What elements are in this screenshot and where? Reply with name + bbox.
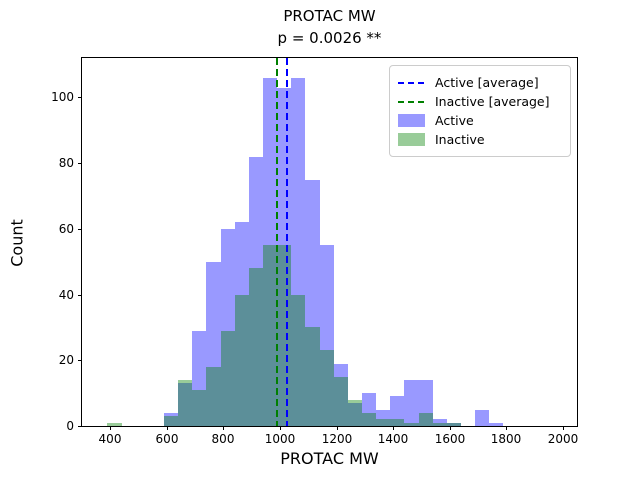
inactive-histogram-bar [376, 419, 390, 426]
active-histogram-layer [82, 58, 577, 426]
inactive-histogram-bar [305, 327, 320, 426]
inactive-histogram-bar [107, 423, 122, 426]
y-tick-mark [78, 426, 82, 427]
inactive-histogram-bar [433, 423, 447, 426]
active-histogram-bar [320, 245, 334, 426]
inactive-histogram-bar [235, 295, 249, 426]
inactive-histogram-bar [404, 423, 419, 426]
inactive-histogram-bar [447, 423, 461, 426]
x-tick-label: 600 [155, 432, 179, 446]
x-tick-label: 2000 [547, 432, 579, 446]
y-tick-label: 80 [58, 156, 74, 170]
x-tick-label: 1400 [377, 432, 409, 446]
active-histogram-bar [249, 157, 263, 426]
active-histogram-bar [419, 380, 433, 426]
y-tick-mark [78, 97, 82, 98]
chart-subtitle-pvalue: p = 0.0026 ** [277, 29, 382, 47]
ticks-layer: 400 600 800 1000 1200 1400 1600 1800 2000 0 20 40 60… [51, 58, 578, 446]
active-average-line [286, 58, 288, 426]
active-histogram-bar [348, 403, 362, 426]
x-tick-mark [393, 426, 394, 430]
active-histogram-bar [475, 410, 489, 426]
inactive-histogram-bar [320, 350, 334, 426]
legend: Active [average] Inactive [average] Active… [389, 65, 571, 157]
active-histogram-bar [305, 180, 320, 426]
average-lines-layer [82, 58, 577, 426]
legend-patch-sample-icon [398, 133, 425, 146]
inactive-histogram-bar [206, 367, 221, 426]
legend-dashed-line-sample-icon [398, 100, 425, 103]
active-histogram-bar [221, 229, 235, 426]
chart-title: PROTAC MW [283, 7, 376, 25]
x-tick-mark [506, 426, 507, 430]
active-histogram-bar [235, 222, 249, 426]
x-tick-label: 1000 [264, 432, 296, 446]
legend-label: Active [average] [435, 75, 539, 90]
active-histogram-bar [489, 423, 503, 426]
y-tick-mark [78, 163, 82, 164]
title-block: PROTAC MW p = 0.0026 ** [81, 5, 578, 49]
inactive-histogram-bar [164, 416, 178, 426]
inactive-histogram-bar [291, 295, 305, 426]
active-histogram-bar [164, 413, 178, 426]
legend-dashed-line-sample-icon [398, 81, 425, 84]
x-tick-mark [167, 426, 168, 430]
inactive-histogram-bar [348, 400, 362, 426]
x-tick-mark [450, 426, 451, 430]
y-tick-label: 60 [58, 222, 74, 236]
inactive-histogram-bar [221, 331, 235, 426]
x-tick-label: 1800 [490, 432, 522, 446]
x-tick-label: 800 [211, 432, 235, 446]
active-histogram-bar [206, 262, 221, 426]
y-axis-label: Count [7, 219, 27, 267]
y-tick-label: 0 [66, 419, 74, 433]
y-tick-label: 40 [58, 288, 74, 302]
inactive-histogram-bar [192, 390, 206, 426]
y-tick-mark [78, 360, 82, 361]
legend-label: Inactive [435, 132, 485, 147]
inactive-histogram-bar [249, 268, 263, 426]
legend-item-active-average: Active [average] [398, 73, 562, 92]
active-histogram-bar [178, 383, 192, 426]
legend-item-inactive: Inactive [398, 130, 562, 149]
x-tick-label: 1200 [321, 432, 353, 446]
inactive-histogram-bar [419, 413, 433, 426]
y-tick-label: 100 [51, 90, 74, 104]
inactive-histogram-layer [82, 58, 577, 426]
legend-label: Inactive [average] [435, 94, 550, 109]
active-histogram-bar [334, 364, 348, 426]
active-histogram-bar [192, 331, 206, 426]
active-histogram-bar [291, 78, 305, 426]
y-tick-mark [78, 229, 82, 230]
x-tick-mark [337, 426, 338, 430]
legend-item-active: Active [398, 111, 562, 130]
active-histogram-bar [362, 393, 376, 426]
x-tick-mark [223, 426, 224, 430]
y-tick-mark [78, 295, 82, 296]
inactive-histogram-bar [334, 377, 348, 426]
x-tick-mark [280, 426, 281, 430]
active-histogram-bar [263, 78, 277, 426]
inactive-histogram-bar [362, 413, 376, 426]
x-tick-label: 1600 [434, 432, 466, 446]
x-tick-label: 400 [98, 432, 122, 446]
active-histogram-bar [433, 419, 447, 426]
y-tick-label: 20 [58, 353, 74, 367]
legend-label: Active [435, 113, 474, 128]
legend-patch-sample-icon [398, 114, 425, 127]
inactive-histogram-bar [178, 380, 192, 426]
active-histogram-bar [390, 396, 404, 426]
x-tick-mark [563, 426, 564, 430]
inactive-histogram-bar [263, 245, 277, 426]
x-axis-label: PROTAC MW [280, 449, 379, 468]
active-histogram-bar [447, 423, 461, 426]
active-histogram-bar [376, 410, 390, 426]
x-tick-mark [110, 426, 111, 430]
inactive-average-line [276, 58, 278, 426]
active-histogram-bar [404, 380, 419, 426]
plot-area: 400 600 800 1000 1200 1400 1600 1800 2000 0 20 40 60… [51, 57, 578, 446]
legend-item-inactive-average: Inactive [average] [398, 92, 562, 111]
inactive-histogram-bar [390, 419, 404, 426]
